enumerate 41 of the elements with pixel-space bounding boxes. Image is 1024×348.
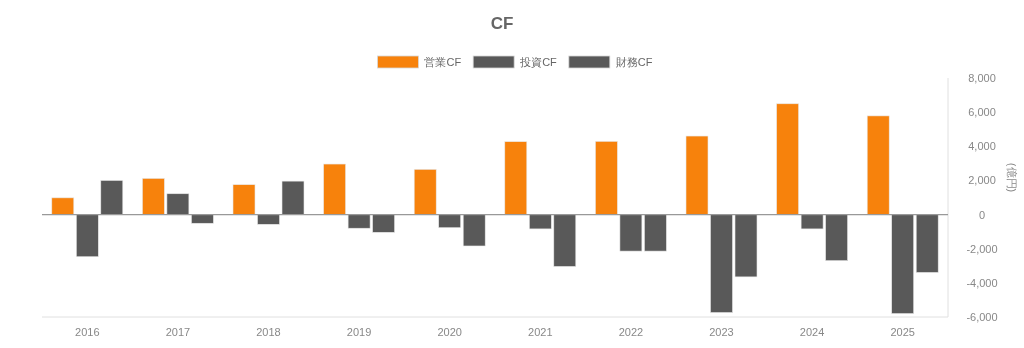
x-tick-label: 2020: [437, 326, 462, 338]
y-axis-title: (億円): [1006, 162, 1018, 193]
bar: [685, 135, 709, 215]
bar: [413, 169, 437, 215]
legend-label: 投資CF: [519, 56, 558, 68]
bar: [504, 141, 528, 215]
bar: [595, 141, 618, 215]
legend-label: 営業CF: [424, 56, 462, 68]
x-tick-label: 2022: [618, 326, 644, 338]
x-tick-label: 2018: [256, 326, 281, 338]
x-tick-label: 2019: [346, 326, 372, 338]
bar: [866, 115, 890, 215]
bar: [51, 197, 75, 215]
x-tick-label: 2016: [75, 326, 100, 338]
bar: [100, 180, 124, 215]
legend-label: 財務CF: [615, 56, 653, 68]
chart-title: CF: [490, 14, 514, 33]
bar: [891, 214, 914, 314]
bar: [257, 214, 280, 225]
y-tick-label: 2,000: [968, 174, 996, 187]
y-tick-label: 8,000: [968, 72, 996, 84]
bar: [281, 180, 305, 215]
y-tick-label: 0: [978, 208, 986, 221]
bar: [915, 214, 939, 273]
bar: [232, 184, 256, 215]
x-tick-label: 2017: [165, 326, 191, 338]
bar: [438, 214, 461, 229]
bar: [76, 214, 99, 258]
y-tick-label: 6,000: [968, 106, 996, 119]
y-tick-label: -2,000: [966, 242, 998, 255]
y-tick-label: -6,000: [966, 311, 998, 323]
x-tick-label: 2024: [799, 326, 825, 338]
bar: [776, 103, 799, 215]
x-tick-label: 2023: [709, 326, 734, 338]
bar: [462, 214, 486, 247]
y-tick-label: -4,000: [966, 276, 998, 289]
y-tick-label: 4,000: [968, 140, 996, 153]
x-tick-label: 2021: [528, 326, 553, 338]
x-tick-label: 2025: [890, 326, 915, 338]
bar: [323, 163, 346, 215]
bar: [191, 214, 214, 224]
